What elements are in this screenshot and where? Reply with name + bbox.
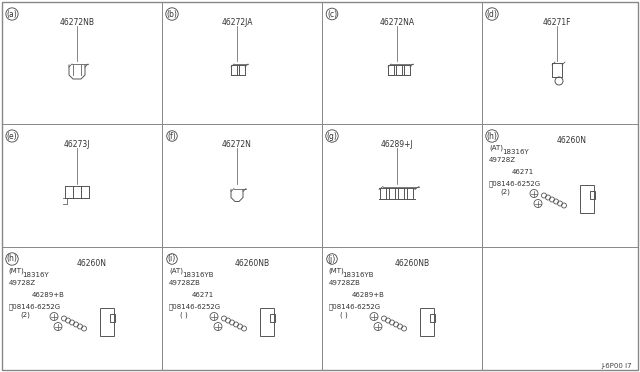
Text: (MT): (MT)	[8, 268, 24, 274]
Text: (j): (j)	[328, 254, 336, 263]
Text: 46272NB: 46272NB	[60, 17, 95, 26]
Text: 46260N: 46260N	[77, 259, 107, 267]
Text: 46272JA: 46272JA	[221, 17, 253, 26]
Text: (i): (i)	[168, 254, 176, 263]
Text: (e): (e)	[6, 131, 17, 141]
Text: ( ): ( )	[340, 312, 348, 318]
Text: 18316YB: 18316YB	[182, 272, 214, 278]
Text: 18316YB: 18316YB	[342, 272, 374, 278]
Text: (g): (g)	[326, 131, 337, 141]
Text: Ⓑ08146-6252G: Ⓑ08146-6252G	[329, 304, 381, 310]
Text: (h): (h)	[6, 254, 17, 263]
Text: (2): (2)	[500, 189, 510, 195]
Text: 46272N: 46272N	[222, 140, 252, 148]
Text: 18316Y: 18316Y	[22, 272, 49, 278]
Text: Ⓑ08146-6252G: Ⓑ08146-6252G	[489, 181, 541, 187]
Text: 49728ZB: 49728ZB	[329, 280, 361, 286]
Text: (c): (c)	[327, 10, 337, 19]
Text: (a): (a)	[6, 10, 17, 19]
Text: 46260N: 46260N	[557, 135, 587, 144]
Text: ( ): ( )	[180, 312, 188, 318]
Text: (AT): (AT)	[489, 145, 503, 151]
Bar	[580, 185, 594, 212]
Text: 46273J: 46273J	[64, 140, 90, 148]
Text: (AT): (AT)	[169, 268, 183, 274]
Text: (2): (2)	[20, 312, 30, 318]
Text: (MT): (MT)	[328, 268, 344, 274]
Text: Ⓑ08146-6252G: Ⓑ08146-6252G	[169, 304, 221, 310]
Text: J-6P00 I7: J-6P00 I7	[602, 363, 632, 369]
Text: 46289+B: 46289+B	[352, 292, 385, 298]
Bar	[100, 308, 114, 336]
Text: 46271: 46271	[192, 292, 214, 298]
Bar	[270, 314, 275, 321]
Bar	[590, 190, 595, 199]
Text: 46289+B: 46289+B	[32, 292, 65, 298]
Text: 46260NB: 46260NB	[394, 259, 429, 267]
Bar	[260, 308, 274, 336]
Text: Ⓑ08146-6252G: Ⓑ08146-6252G	[9, 304, 61, 310]
Text: 46271F: 46271F	[543, 17, 572, 26]
Text: (f): (f)	[168, 131, 177, 141]
Bar	[420, 308, 434, 336]
Text: 46289+J: 46289+J	[381, 140, 413, 148]
Text: 18316Y: 18316Y	[502, 149, 529, 155]
Text: (h): (h)	[486, 131, 497, 141]
Bar	[430, 314, 435, 321]
Text: 49728Z: 49728Z	[9, 280, 36, 286]
Text: 46272NA: 46272NA	[380, 17, 415, 26]
Text: 46260NB: 46260NB	[234, 259, 269, 267]
Text: 46271: 46271	[512, 169, 534, 175]
Text: (d): (d)	[486, 10, 497, 19]
Bar	[110, 314, 115, 321]
Text: 49728ZB: 49728ZB	[169, 280, 201, 286]
Text: 49728Z: 49728Z	[489, 157, 516, 163]
Text: (b): (b)	[166, 10, 177, 19]
